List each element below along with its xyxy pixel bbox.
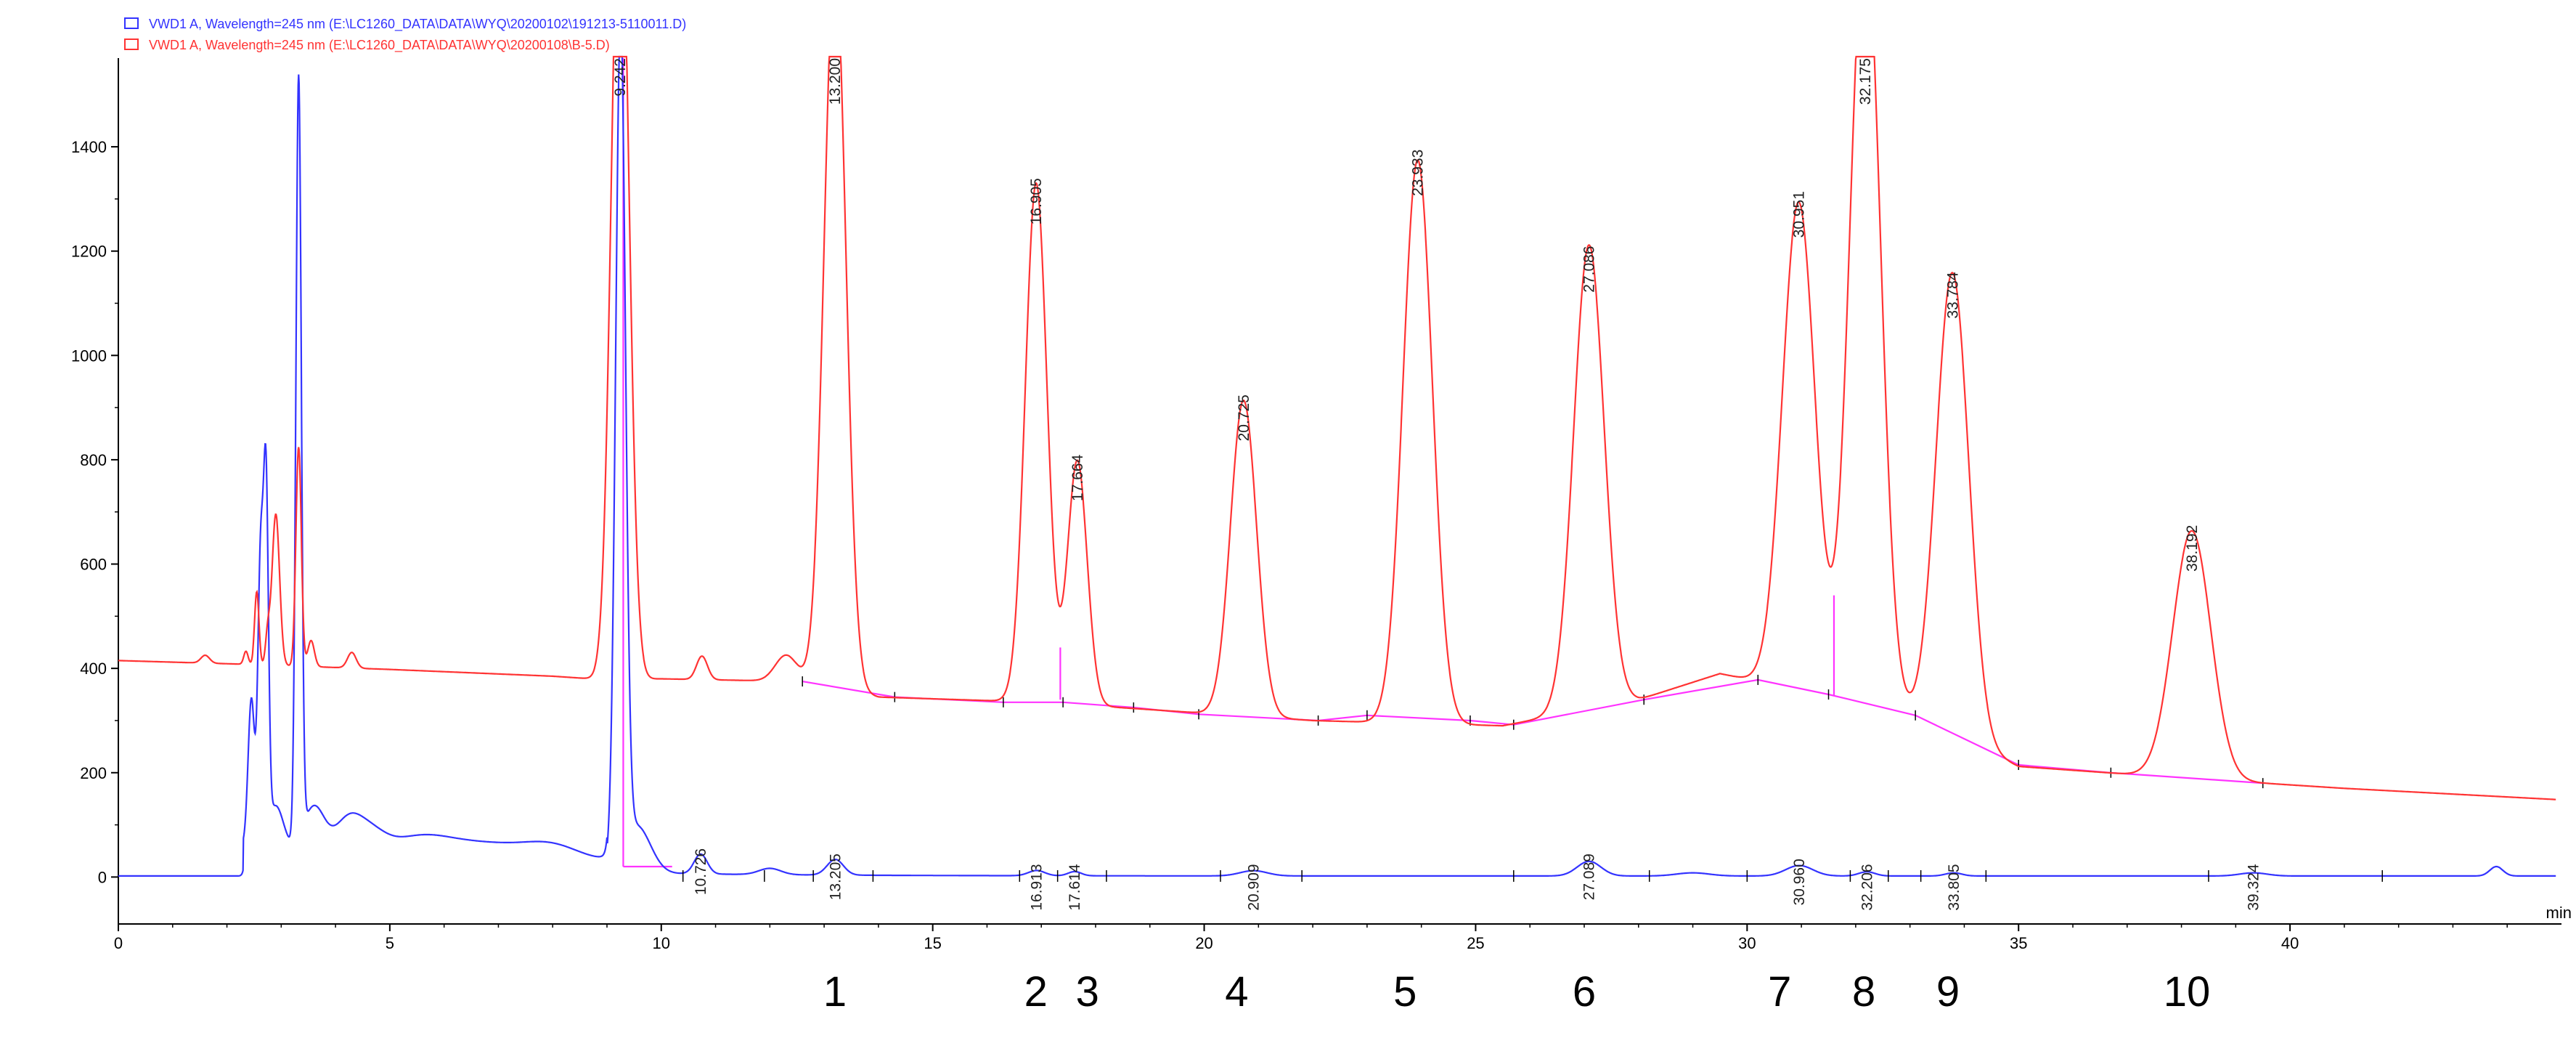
blue-baseline-ticks [682,869,2383,882]
peak-number: 5 [1393,968,1417,1015]
peak-label-blue: 33.805 [1946,864,1962,910]
peak-label-blue: 20.909 [1246,864,1263,910]
peak-label-blue: 17.614 [1067,864,1083,911]
series-red-trace [118,55,2556,800]
x-tick-label: 25 [1467,934,1484,952]
y-tick-label: 400 [80,660,107,678]
peak-label-red: 17.664 [1069,454,1086,501]
peak-label-blue: 16.913 [1029,864,1046,910]
x-tick-label: 0 [114,934,123,952]
peak-label-blue: 10.726 [693,848,709,895]
peak-label-red: 9.242 [612,58,629,97]
x-tick-label: 30 [1738,934,1756,952]
peak-label-blue: 30.960 [1791,859,1808,905]
legend: VWD1 A, Wavelength=245 nm (E:\LC1260_DAT… [124,17,686,53]
y-tick-label: 1200 [71,243,107,261]
x-axis-unit-label: min [2546,904,2572,922]
series-blue [118,55,2556,877]
peak-number: 3 [1076,968,1099,1015]
peak-label-blue: 32.206 [1859,864,1875,910]
peak-label-red: 30.951 [1790,191,1807,238]
y-axis-ticks: 0 200 400 600 800 1000 1200 1400 [71,138,118,886]
peak-number: 8 [1852,968,1875,1015]
peak-label-red: 16.905 [1028,178,1045,224]
y-tick-label: 1000 [71,346,107,365]
peak-number: 1 [823,968,847,1015]
peak-label-blue: 27.089 [1581,854,1598,900]
peak-number: 2 [1024,968,1048,1015]
peak-number: 4 [1225,968,1248,1015]
plot-frame [118,58,2561,925]
peak-label-red: 23.933 [1410,150,1427,196]
peak-number: 6 [1573,968,1596,1015]
peak-label-red: 20.725 [1236,394,1252,441]
x-tick-label: 20 [1195,934,1212,952]
peak-number: 7 [1768,968,1791,1015]
series-blue-trace [118,55,2556,877]
legend-label-blue: VWD1 A, Wavelength=245 nm (E:\LC1260_DAT… [149,17,686,32]
x-tick-label: 35 [2010,934,2027,952]
peak-number: 10 [2164,968,2211,1015]
peak-retention-labels: 9.242 13.200 16.905 17.664 20.725 23.933 27.08… [612,58,2262,911]
peak-number: 9 [1936,968,1960,1015]
x-tick-label: 40 [2281,934,2299,952]
legend-swatch-blue [124,17,139,29]
y-tick-label: 800 [80,451,107,469]
peak-label-red: 38.192 [2184,525,2201,572]
legend-label-red: VWD1 A, Wavelength=245 nm (E:\LC1260_DAT… [149,38,610,53]
x-tick-label: 10 [653,934,670,952]
x-tick-label: 5 [386,934,394,952]
peak-label-red: 13.200 [827,58,844,105]
x-tick-label: 15 [924,934,941,952]
series-red [118,55,2556,800]
y-tick-label: 1400 [71,138,107,156]
y-tick-label: 200 [80,764,107,782]
peak-label-red: 33.784 [1944,272,1961,319]
y-tick-label: 0 [98,868,107,886]
peak-label-red: 32.175 [1857,58,1874,105]
y-tick-label: 600 [80,556,107,574]
legend-swatch-red [124,38,139,50]
peak-label-red: 27.086 [1581,246,1597,293]
x-axis-ticks: 0 5 10 15 20 25 30 35 40 [114,924,2508,952]
peak-label-blue: 39.324 [2246,864,2262,911]
peak-label-blue: 13.205 [827,854,844,900]
peak-number-labels: 1 2 3 4 5 6 7 8 9 10 [823,968,2210,1015]
